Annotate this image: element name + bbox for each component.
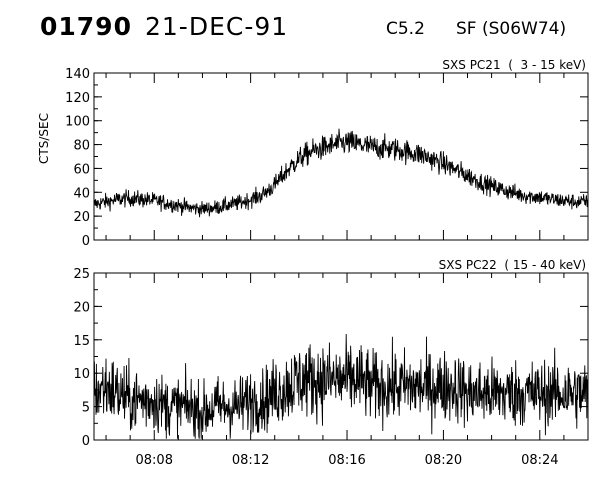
x-tick-label: 08:08 (136, 453, 173, 468)
y-tick-label: 25 (73, 267, 90, 282)
x-tick-label: 08:16 (328, 453, 365, 468)
flare-class: C5.2 (386, 19, 425, 39)
y-tick-label: 120 (65, 91, 90, 106)
flare-location: SF (S06W74) (456, 19, 567, 39)
y-tick-label: 15 (73, 334, 90, 349)
series-line-0-0 (93, 128, 589, 218)
panel-pc21: 0 20 40 60 80 100 120 140 SXS PC21 ( 3 - 15 keV)… (37, 58, 589, 249)
x-tick-label: 08:12 (232, 453, 269, 468)
plot-frame-0 (93, 72, 589, 241)
y-tick-label: 20 (73, 300, 90, 315)
y-tick-label: 0 (82, 234, 90, 249)
panel-title: SXS PC22 ( 15 - 40 keV) (439, 258, 586, 272)
y-axis-label: CTS/SEC (37, 113, 51, 164)
y-tick-label: 140 (65, 67, 90, 82)
y-tick-label: 0 (82, 434, 90, 449)
panel-pc22: 0 5 10 15 20 25 08:08 08:12 08:16 08:20 08:24 SXS P… (73, 258, 589, 468)
y-tick-label: 10 (73, 367, 90, 382)
y-tick-label: 80 (73, 139, 90, 154)
y-tick-label: 40 (73, 186, 90, 201)
y-tick-label: 5 (82, 401, 90, 416)
y-tick-label: 100 (65, 115, 90, 130)
event-date: 21-DEC-91 (145, 12, 289, 41)
event-id: 01790 (40, 12, 132, 41)
x-tick-label: 08:20 (425, 453, 462, 468)
x-tick-label: 08:24 (521, 453, 558, 468)
y-tick-label: 60 (73, 162, 90, 177)
panel-title: SXS PC21 ( 3 - 15 keV) (442, 58, 586, 72)
y-tick-label: 20 (73, 210, 90, 225)
series-line-1-0 (93, 333, 589, 439)
